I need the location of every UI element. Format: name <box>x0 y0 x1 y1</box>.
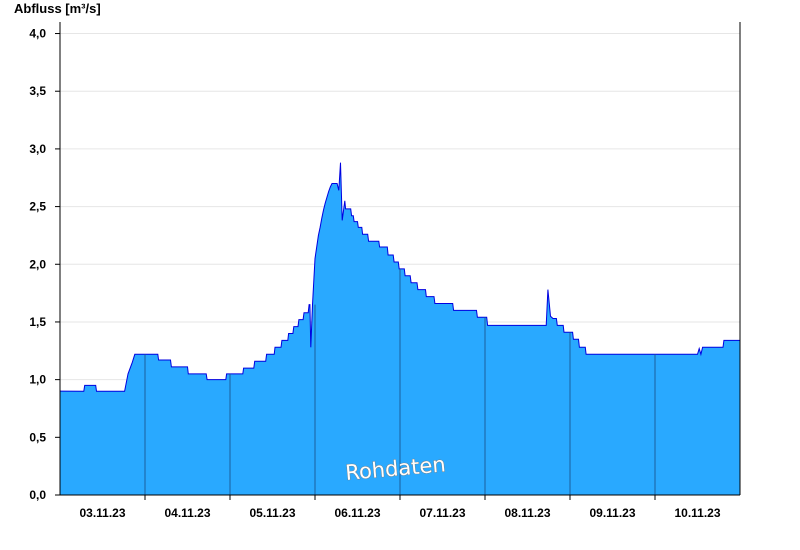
y-tick-label: 1,5 <box>29 315 46 329</box>
y-axis-label: Abfluss [m³/s] <box>14 1 101 16</box>
x-ticks: 03.11.23 04.11.23 05.11.23 06.11.23 07.11.23… <box>79 495 721 520</box>
y-tick-label: 0,0 <box>29 488 46 502</box>
y-ticks: 0,0 0,5 1,0 1,5 2,0 2,5 3,0 3,5 4,0 <box>29 27 60 502</box>
x-tick-label: 04.11.23 <box>164 506 210 520</box>
x-tick-label: 06.11.23 <box>334 506 380 520</box>
x-tick-label: 03.11.23 <box>79 506 125 520</box>
x-tick-label: 09.11.23 <box>589 506 635 520</box>
y-tick-label: 2,0 <box>29 257 46 271</box>
y-tick-label: 3,0 <box>29 142 46 156</box>
x-tick-label: 10.11.23 <box>674 506 720 520</box>
discharge-line <box>59 162 740 392</box>
y-tick-label: 4,0 <box>29 27 46 41</box>
y-tick-label: 1,0 <box>29 373 46 387</box>
day-separators <box>144 268 656 495</box>
x-tick-label: 08.11.23 <box>504 506 550 520</box>
y-tick-label: 3,5 <box>29 84 46 98</box>
x-tick-label: 05.11.23 <box>249 506 295 520</box>
y-tick-label: 0,5 <box>29 430 46 444</box>
y-tick-label: 2,5 <box>29 200 46 214</box>
x-tick-label: 07.11.23 <box>419 506 465 520</box>
